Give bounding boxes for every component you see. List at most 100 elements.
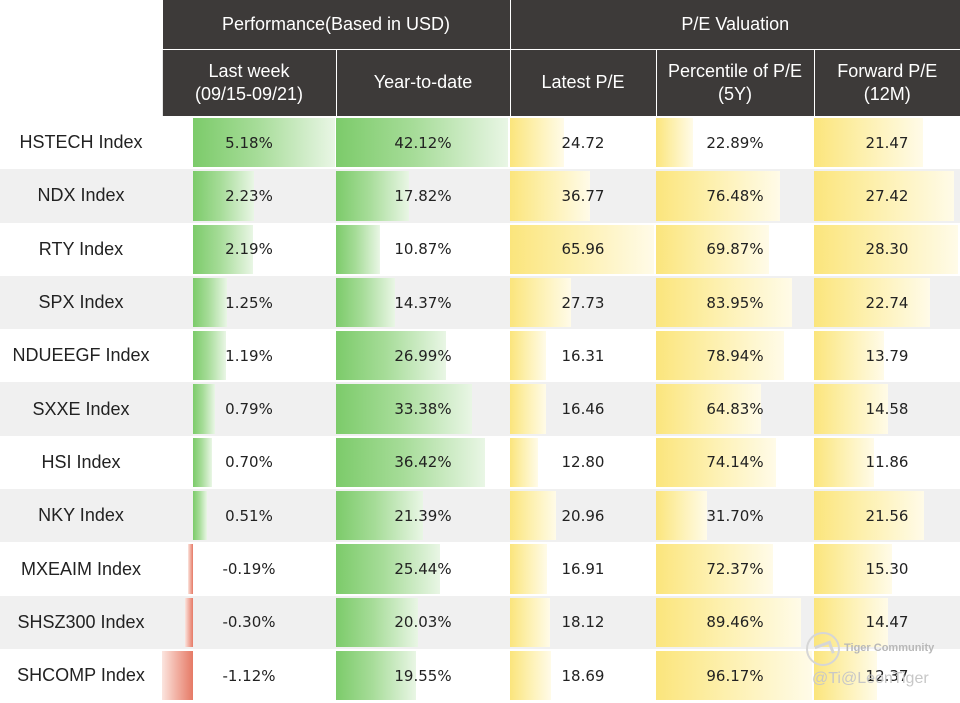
bar-ytd <box>336 331 447 381</box>
watermark-brand: Tiger Community <box>844 642 935 654</box>
value-pe-percentile: 83.95% <box>706 293 764 312</box>
bar-pe-percentile <box>656 331 785 381</box>
bar-latest-pe <box>510 597 550 647</box>
value-latest-pe: 20.96 <box>561 506 605 525</box>
cell-forward-pe: 27.42 <box>814 169 960 223</box>
bar-pe-percentile <box>656 597 802 647</box>
header-ytd: Year-to-date <box>336 49 511 116</box>
bar-forward-pe <box>814 437 875 488</box>
header-forward-pe: Forward P/E (12M) <box>814 49 960 116</box>
cell-latest-pe: 16.91 <box>510 542 656 595</box>
bar-forward-pe <box>814 118 924 168</box>
value-ytd: 36.42% <box>394 453 452 472</box>
cell-forward-pe: 13.79 <box>814 329 960 382</box>
bar-ytd <box>336 384 473 434</box>
bar-pe-percentile <box>656 437 777 488</box>
header-last-week-line1: Last week <box>208 60 290 81</box>
cell-forward-pe: 12.37 <box>814 649 960 702</box>
header-last-week-line2: (09/15-09/21) <box>194 84 304 104</box>
tiger-logo-icon <box>806 632 840 666</box>
value-last-week: 5.18% <box>225 133 273 152</box>
bar-latest-pe <box>510 277 571 328</box>
bar-ytd <box>336 491 424 541</box>
header-group-valuation: P/E Valuation <box>510 0 960 50</box>
bar-pe-percentile <box>656 384 762 434</box>
value-last-week: 0.70% <box>225 453 273 472</box>
value-pe-percentile: 31.70% <box>706 506 764 525</box>
value-forward-pe: 21.47 <box>865 133 909 152</box>
value-latest-pe: 36.77 <box>561 186 605 205</box>
table-row: SHSZ300 Index -0.30% 20.03% 18.12 89.46% 14.4… <box>0 595 960 649</box>
value-ytd: 17.82% <box>394 186 452 205</box>
cell-pe-percentile: 72.37% <box>656 542 814 595</box>
cell-forward-pe: 14.58 <box>814 382 960 436</box>
index-name: SXXE Index <box>0 382 162 436</box>
header-group-performance: Performance(Based in USD) <box>162 0 511 50</box>
index-name: HSI Index <box>41 451 121 472</box>
bar-last-week <box>193 491 207 541</box>
header-forward-pe-line1: Forward P/E <box>837 60 938 81</box>
cell-last-week: 1.19% <box>162 329 336 382</box>
watermark: Tiger Community @Ti@LeonTiger <box>806 630 946 698</box>
value-ytd: 20.03% <box>394 613 452 632</box>
bar-last-week <box>193 224 254 274</box>
cell-ytd: 21.39% <box>336 489 510 543</box>
header-latest-pe: Latest P/E <box>510 49 657 116</box>
value-latest-pe: 27.73 <box>561 293 605 312</box>
index-name: SHSZ300 Index <box>0 595 162 649</box>
cell-pe-percentile: 69.87% <box>656 223 814 276</box>
cell-last-week: -1.12% <box>162 649 336 702</box>
cell-last-week: -0.19% <box>162 542 336 595</box>
cell-ytd: 33.38% <box>336 382 510 436</box>
cell-ytd: 10.87% <box>336 223 510 276</box>
bar-forward-pe <box>814 331 885 381</box>
value-ytd: 26.99% <box>394 346 452 365</box>
bar-forward-pe <box>814 491 924 541</box>
cell-forward-pe: 11.86 <box>814 436 960 489</box>
table-row: HSTECH Index 5.18% 42.12% 24.72 22.89% 21.47 <box>0 116 960 169</box>
value-latest-pe: 24.72 <box>561 133 605 152</box>
cell-last-week: 0.79% <box>162 382 336 436</box>
cell-latest-pe: 65.96 <box>510 223 656 276</box>
value-forward-pe: 21.56 <box>865 506 909 525</box>
bar-pe-percentile <box>656 224 770 274</box>
bar-last-week <box>184 597 193 647</box>
bar-latest-pe <box>510 224 654 274</box>
value-pe-percentile: 76.48% <box>706 186 764 205</box>
value-latest-pe: 65.96 <box>561 240 605 259</box>
value-ytd: 25.44% <box>394 560 452 579</box>
cell-last-week: 0.70% <box>162 436 336 489</box>
table-row: MXEAIM Index -0.19% 25.44% 16.91 72.37% 15.30 <box>0 542 960 595</box>
cell-latest-pe: 16.31 <box>510 329 656 382</box>
bar-ytd <box>336 224 381 274</box>
bar-latest-pe <box>510 491 556 541</box>
table-row: NKY Index 0.51% 21.39% 20.96 31.70% 21.56 <box>0 489 960 543</box>
bar-pe-percentile <box>656 491 708 541</box>
bar-pe-percentile <box>656 544 774 594</box>
value-forward-pe: 13.79 <box>865 346 909 365</box>
cell-latest-pe: 18.12 <box>510 595 656 649</box>
bar-latest-pe <box>510 384 546 434</box>
bar-last-week <box>193 277 228 328</box>
value-ytd: 33.38% <box>394 400 452 419</box>
table-body: HSTECH Index 5.18% 42.12% 24.72 22.89% 21.47 N… <box>0 116 960 702</box>
bar-ytd <box>336 437 485 488</box>
header-pe-percentile-line1: Percentile of P/E <box>667 60 803 81</box>
bar-forward-pe <box>814 224 958 274</box>
header-last-week: Last week (09/15-09/21) <box>162 49 337 116</box>
cell-forward-pe: 28.30 <box>814 223 960 276</box>
bar-latest-pe <box>510 118 564 168</box>
cell-pe-percentile: 64.83% <box>656 382 814 436</box>
bar-last-week <box>193 171 255 221</box>
cell-ytd: 20.03% <box>336 595 510 649</box>
cell-ytd: 19.55% <box>336 649 510 702</box>
cell-latest-pe: 16.46 <box>510 382 656 436</box>
bar-pe-percentile <box>656 118 694 168</box>
cell-ytd: 42.12% <box>336 116 510 169</box>
cell-pe-percentile: 89.46% <box>656 595 814 649</box>
header-blank-bottom <box>0 49 163 116</box>
value-pe-percentile: 89.46% <box>706 613 764 632</box>
cell-pe-percentile: 22.89% <box>656 116 814 169</box>
value-ytd: 19.55% <box>394 666 452 685</box>
cell-last-week: 5.18% <box>162 116 336 169</box>
